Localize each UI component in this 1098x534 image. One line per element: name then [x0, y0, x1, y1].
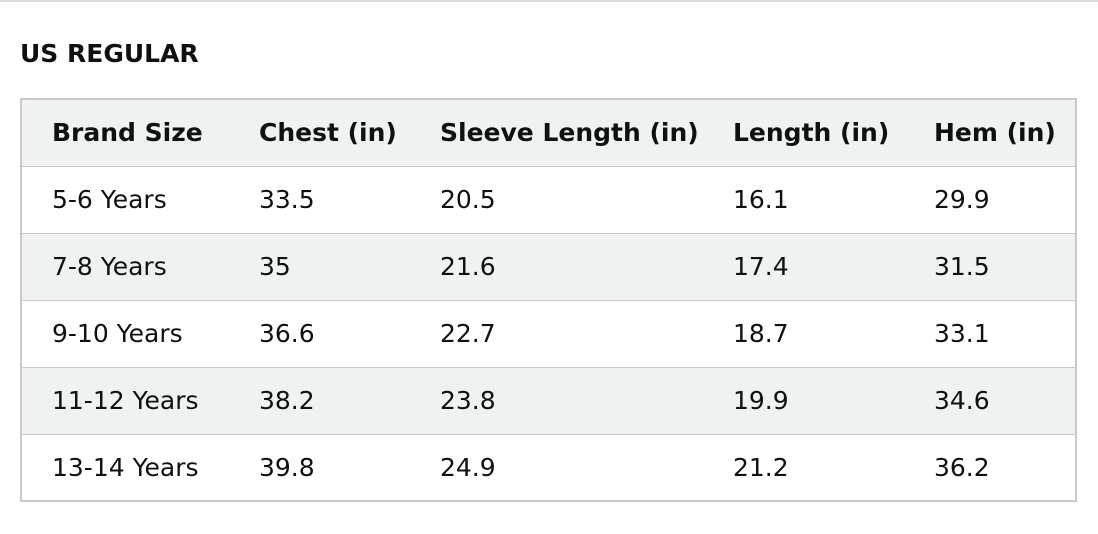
divider — [0, 0, 1098, 2]
table-cell: 29.9 — [904, 165, 1076, 234]
row-label: 11-12 Years — [21, 366, 229, 435]
table-cell: 20.5 — [410, 165, 703, 234]
table-cell: 35 — [229, 232, 410, 301]
table-row: 5-6 Years 33.5 20.5 16.1 29.9 — [21, 165, 1076, 234]
table-cell: 24.9 — [410, 433, 703, 502]
column-header: Length (in) — [703, 98, 904, 167]
column-header: Chest (in) — [229, 98, 410, 167]
column-header: Hem (in) — [904, 98, 1076, 167]
size-table: Brand Size Chest (in) Sleeve Length (in) Le… — [20, 98, 1077, 502]
table-cell: 36.2 — [904, 433, 1076, 502]
table-cell: 21.6 — [410, 232, 703, 301]
row-label: 9-10 Years — [21, 299, 229, 368]
table-body: 5-6 Years 33.5 20.5 16.1 29.9 7-8 Years 35 21.6… — [21, 165, 1076, 502]
column-header: Sleeve Length (in) — [410, 98, 703, 167]
table-row: 13-14 Years 39.8 24.9 21.2 36.2 — [21, 433, 1076, 502]
row-label: 7-8 Years — [21, 232, 229, 301]
table-cell: 23.8 — [410, 366, 703, 435]
table-cell: 36.6 — [229, 299, 410, 368]
row-label: 13-14 Years — [21, 433, 229, 502]
table-cell: 16.1 — [703, 165, 904, 234]
table-cell: 33.1 — [904, 299, 1076, 368]
column-header: Brand Size — [21, 98, 229, 167]
table-cell: 39.8 — [229, 433, 410, 502]
table-row: 9-10 Years 36.6 22.7 18.7 33.1 — [21, 299, 1076, 368]
table-title: US REGULAR — [20, 39, 199, 68]
table-row: 11-12 Years 38.2 23.8 19.9 34.6 — [21, 366, 1076, 435]
table-cell: 31.5 — [904, 232, 1076, 301]
table-cell: 34.6 — [904, 366, 1076, 435]
table-cell: 18.7 — [703, 299, 904, 368]
table-cell: 38.2 — [229, 366, 410, 435]
table-row: 7-8 Years 35 21.6 17.4 31.5 — [21, 232, 1076, 301]
table-cell: 21.2 — [703, 433, 904, 502]
table-cell: 17.4 — [703, 232, 904, 301]
table-cell: 19.9 — [703, 366, 904, 435]
table-cell: 22.7 — [410, 299, 703, 368]
row-label: 5-6 Years — [21, 165, 229, 234]
header-row: Brand Size Chest (in) Sleeve Length (in) Le… — [21, 98, 1076, 167]
table-cell: 33.5 — [229, 165, 410, 234]
